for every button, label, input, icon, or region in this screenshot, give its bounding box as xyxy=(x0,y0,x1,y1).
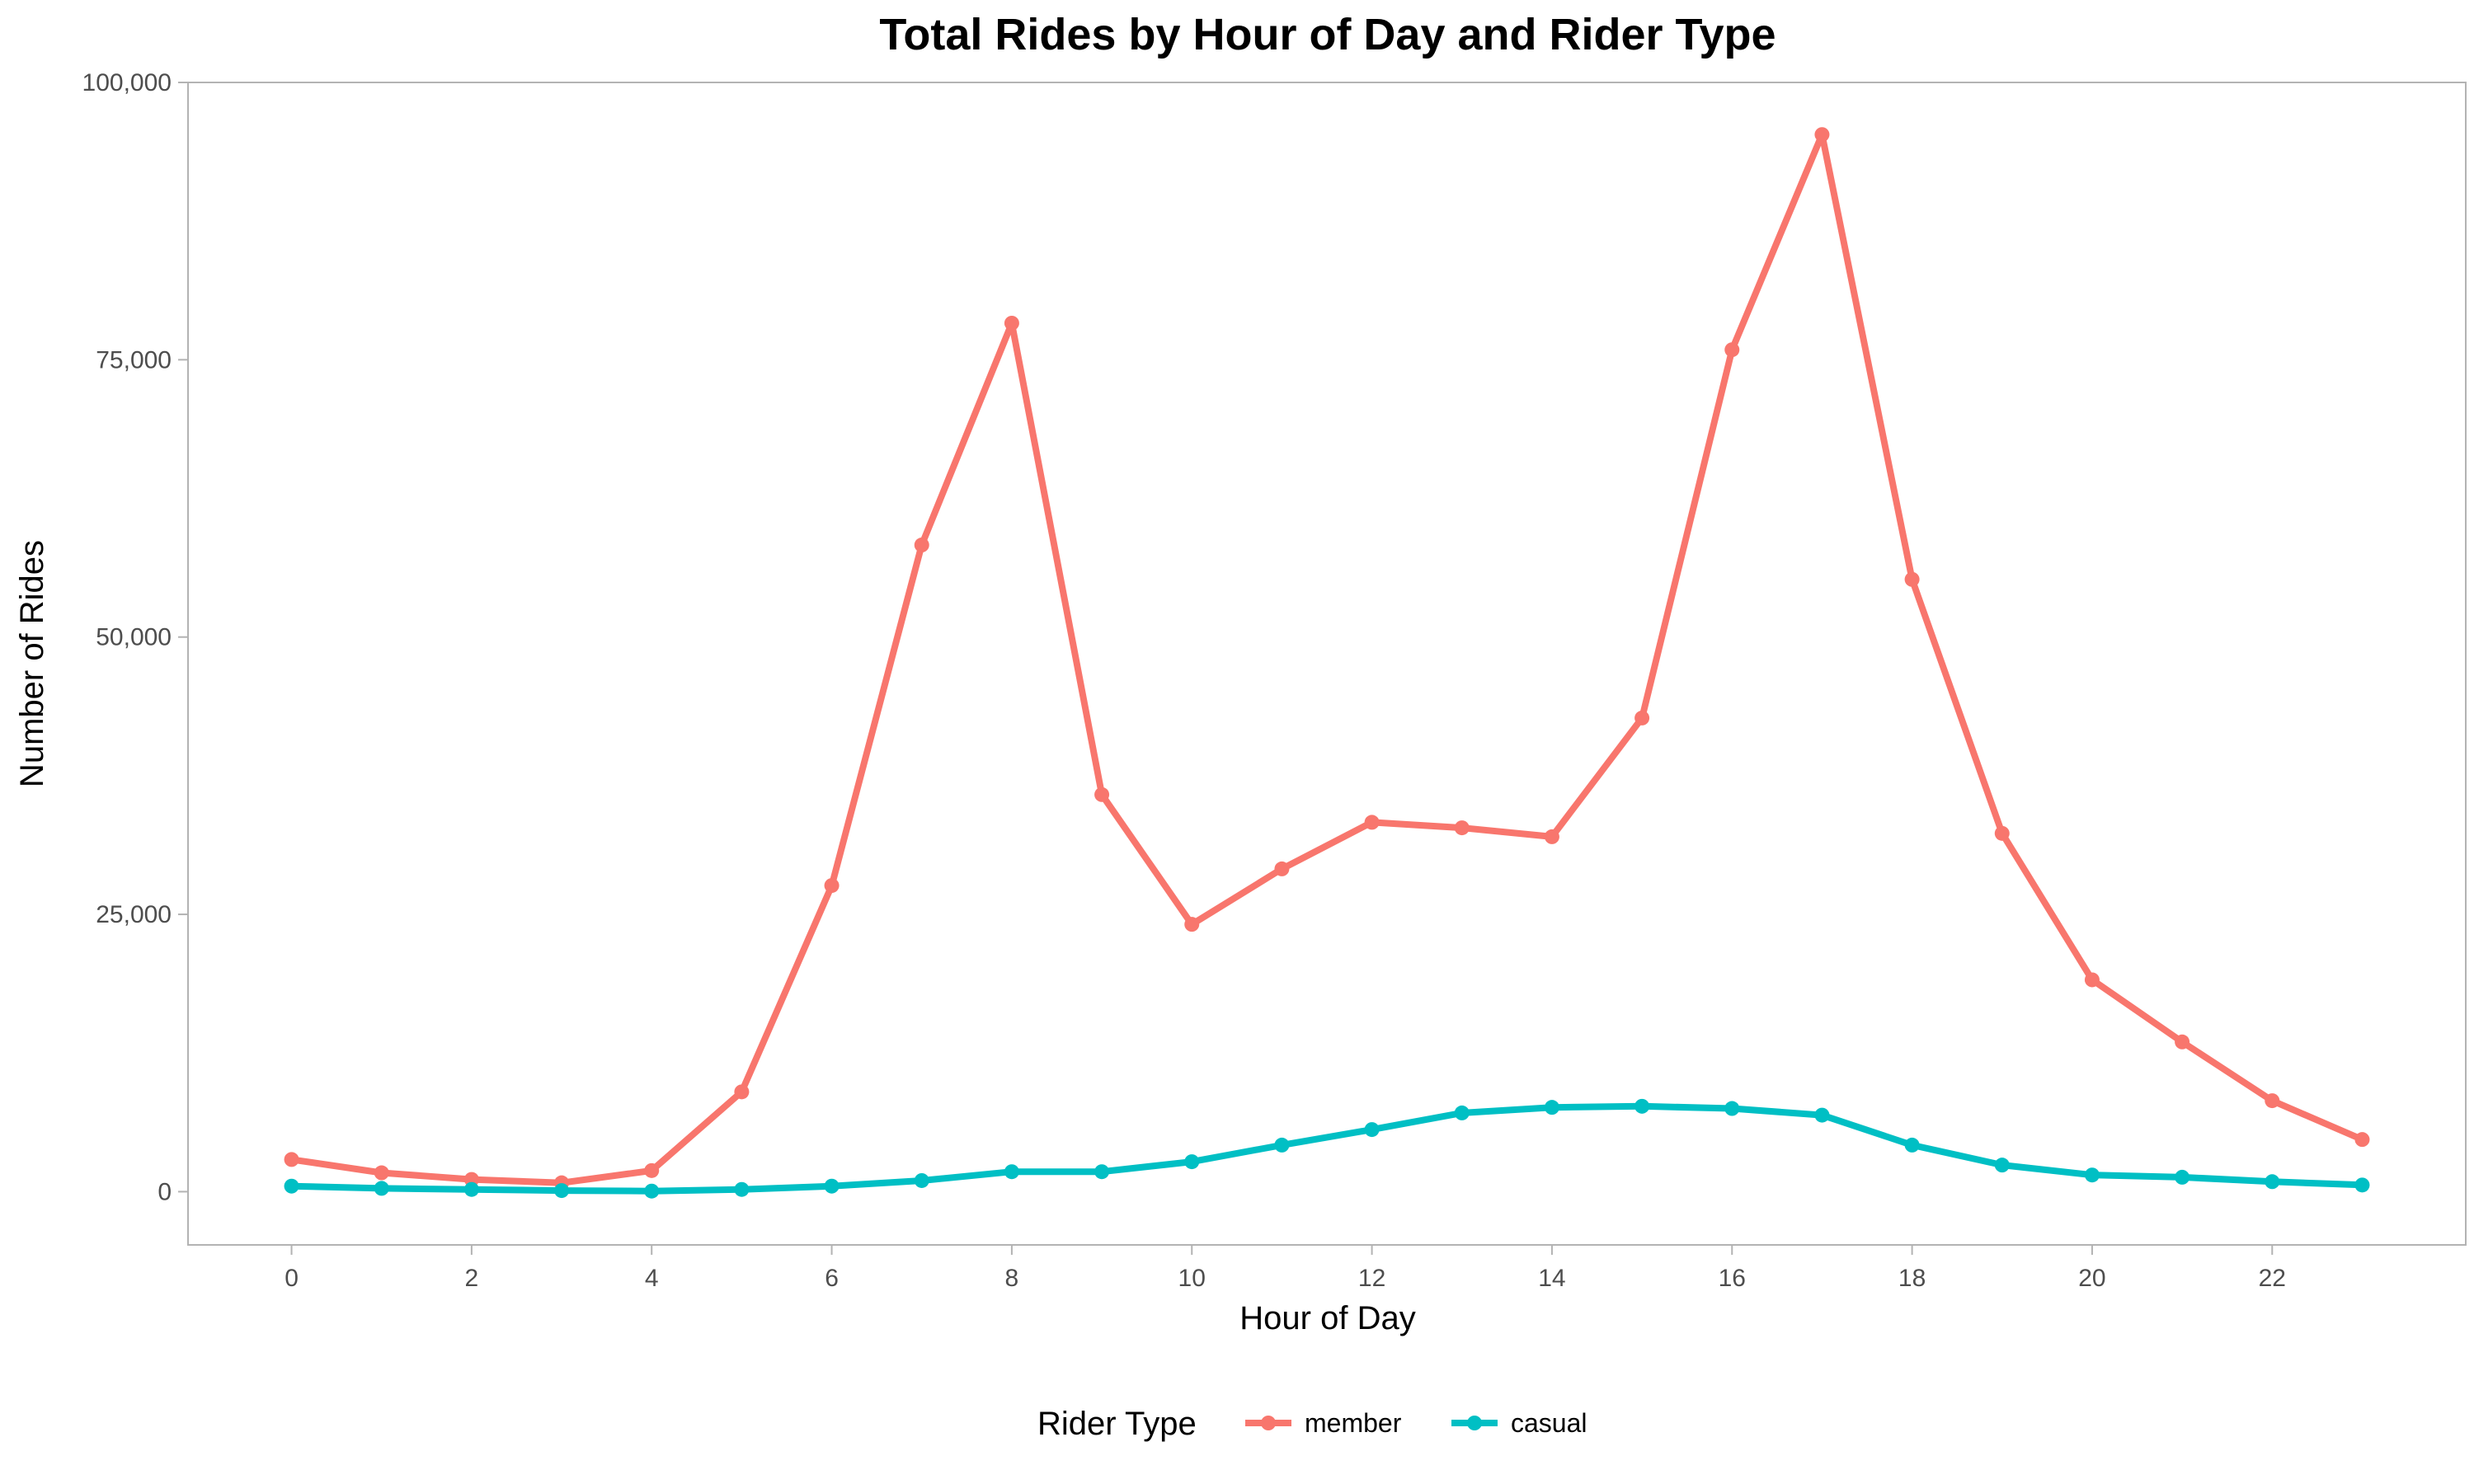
data-point-member xyxy=(644,1162,660,1178)
legend-key-point xyxy=(1261,1416,1276,1430)
x-tick-label: 22 xyxy=(2259,1265,2286,1292)
x-tick-label: 10 xyxy=(1178,1265,1206,1292)
data-point-member xyxy=(1454,820,1470,836)
data-point-casual xyxy=(463,1181,479,1197)
y-axis: 0 25,000 50,000 75,000 100,000 xyxy=(82,69,188,1205)
data-point-casual xyxy=(1274,1137,1290,1153)
legend-label: member xyxy=(1305,1408,1402,1438)
data-point-member xyxy=(734,1084,750,1100)
data-point-member xyxy=(1814,127,1830,143)
data-point-member xyxy=(1904,571,1920,587)
x-tick-label: 20 xyxy=(2078,1265,2105,1292)
plot-panel-border xyxy=(187,82,2467,1246)
data-point-casual xyxy=(1904,1137,1920,1153)
chart-title: Total Rides by Hour of Day and Rider Typ… xyxy=(879,10,1776,59)
x-tick-label: 18 xyxy=(1898,1265,1926,1292)
data-point-member xyxy=(2084,972,2100,988)
data-point-casual xyxy=(2354,1177,2370,1193)
data-point-casual xyxy=(1724,1101,1740,1116)
data-point-casual xyxy=(914,1172,929,1188)
data-point-member xyxy=(1004,315,1019,331)
data-point-casual xyxy=(824,1178,840,1194)
series-casual xyxy=(284,1098,2370,1199)
x-axis-title: Hour of Day xyxy=(1239,1300,1415,1336)
data-point-casual xyxy=(554,1183,570,1199)
data-point-casual xyxy=(1094,1164,1110,1180)
data-point-member xyxy=(914,538,929,553)
data-point-member xyxy=(1724,342,1740,358)
x-tick-label: 0 xyxy=(285,1265,299,1292)
x-tick-label: 6 xyxy=(825,1265,839,1292)
data-point-member xyxy=(2265,1093,2280,1109)
series-member xyxy=(284,127,2370,1190)
data-point-casual xyxy=(1004,1164,1019,1180)
legend-key-point xyxy=(1467,1416,1482,1430)
data-point-member xyxy=(1184,917,1200,932)
series-line-member xyxy=(288,131,2366,1186)
data-point-member xyxy=(1994,825,2010,841)
data-point-casual xyxy=(2175,1169,2190,1185)
data-point-casual xyxy=(1814,1107,1830,1123)
legend-label: casual xyxy=(1511,1408,1587,1438)
y-tick-label: 100,000 xyxy=(82,69,172,96)
data-point-member xyxy=(2354,1132,2370,1148)
data-point-casual xyxy=(1364,1122,1380,1138)
x-tick-label: 16 xyxy=(1719,1265,1746,1292)
x-tick-label: 14 xyxy=(1538,1265,1565,1292)
data-point-member xyxy=(1544,829,1559,844)
data-point-casual xyxy=(644,1183,660,1199)
data-point-member xyxy=(1274,861,1290,876)
data-point-casual xyxy=(1544,1100,1559,1115)
x-tick-label: 4 xyxy=(645,1265,659,1292)
data-point-casual xyxy=(2084,1167,2100,1183)
y-tick-label: 25,000 xyxy=(96,901,172,928)
data-point-member xyxy=(1094,787,1110,802)
x-tick-label: 8 xyxy=(1005,1265,1019,1292)
data-point-casual xyxy=(1184,1154,1200,1170)
x-axis: 0 2 4 6 8 10 12 14 16 18 20 22 xyxy=(285,1245,2286,1292)
y-axis-title: Number of Rides xyxy=(14,540,50,787)
data-point-casual xyxy=(284,1178,299,1194)
data-point-member xyxy=(284,1152,299,1167)
data-point-member xyxy=(824,878,840,894)
x-tick-label: 12 xyxy=(1358,1265,1385,1292)
data-point-casual xyxy=(1634,1098,1650,1114)
y-tick-label: 75,000 xyxy=(96,346,172,373)
x-tick-label: 2 xyxy=(465,1265,479,1292)
series-layer xyxy=(284,127,2370,1199)
y-tick-label: 0 xyxy=(158,1178,172,1205)
data-point-member xyxy=(2175,1034,2190,1050)
data-point-member xyxy=(1364,815,1380,830)
data-point-casual xyxy=(374,1181,389,1196)
legend-item-casual: casual xyxy=(1451,1408,1587,1438)
data-point-casual xyxy=(1994,1158,2010,1173)
series-line-casual xyxy=(288,1102,2366,1195)
data-point-casual xyxy=(1454,1105,1470,1120)
data-point-member xyxy=(374,1165,389,1181)
legend-item-member: member xyxy=(1245,1408,1402,1438)
legend: Rider Type member casual xyxy=(1037,1406,1587,1442)
data-point-member xyxy=(1634,710,1650,726)
data-point-casual xyxy=(2265,1174,2280,1190)
legend-title: Rider Type xyxy=(1037,1406,1197,1442)
data-point-casual xyxy=(734,1181,750,1197)
y-tick-label: 50,000 xyxy=(96,624,172,651)
